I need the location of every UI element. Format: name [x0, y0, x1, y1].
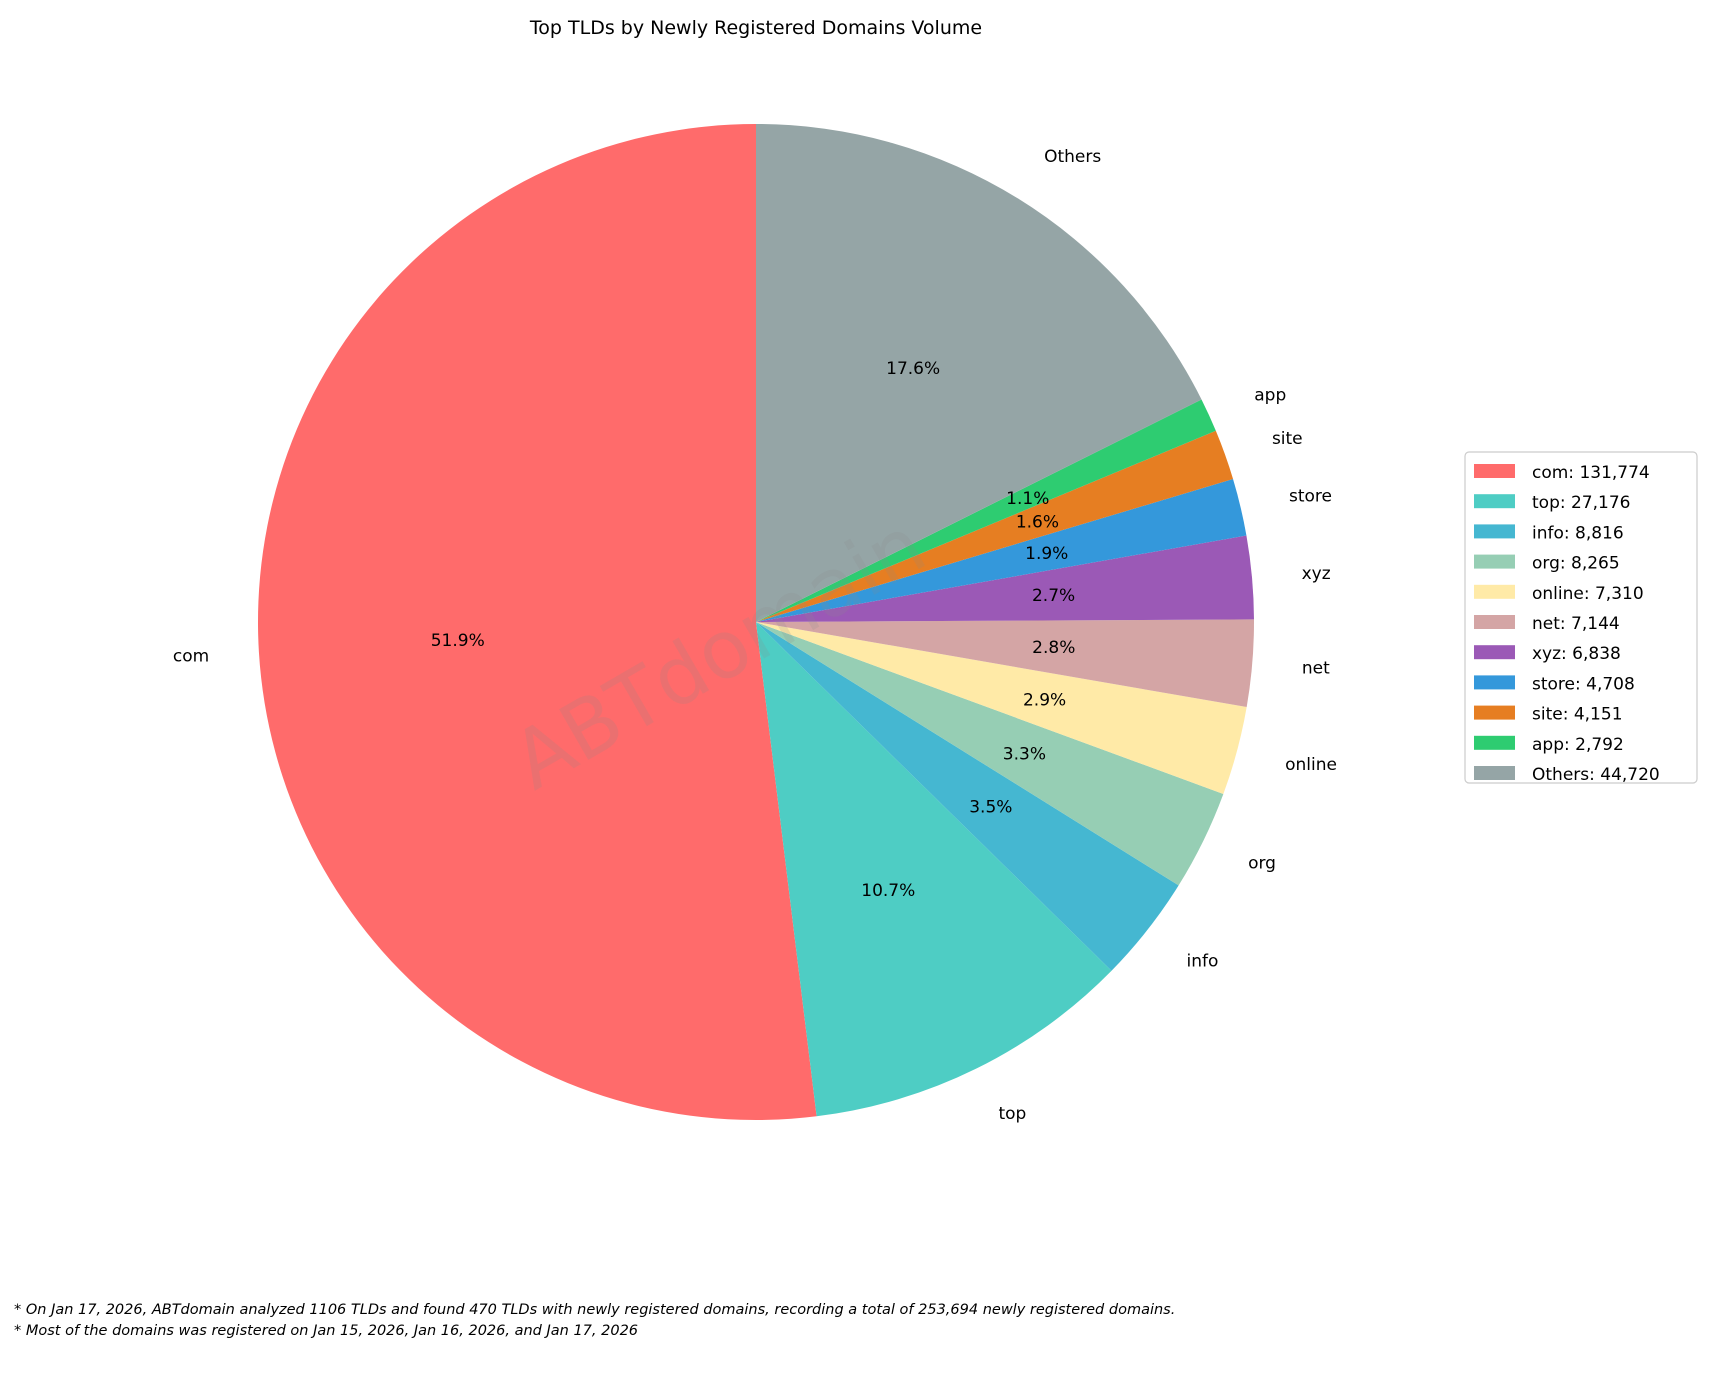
legend-item: xyz: 6,838	[1532, 644, 1621, 664]
legend-swatch	[1474, 645, 1515, 660]
slice-label: com	[173, 646, 209, 666]
slice-label: app	[1254, 385, 1286, 405]
pie-slice-com	[257, 124, 817, 1121]
legend-item: top: 27,176	[1532, 493, 1630, 513]
slice-label: store	[1289, 487, 1332, 507]
slice-percent-label: 10.7%	[861, 881, 915, 901]
legend: com: 131,774 top: 27,176 info: 8,816 org: 8…	[1464, 451, 1698, 785]
legend-item: Others: 44,720	[1532, 765, 1660, 785]
legend-swatch	[1474, 524, 1515, 539]
slice-percent-label: 3.3%	[1003, 744, 1046, 764]
slice-percent-label: 1.6%	[1016, 513, 1059, 533]
slice-label: Others	[1044, 147, 1101, 167]
legend-item: info: 8,816	[1532, 523, 1624, 543]
legend-swatch	[1474, 705, 1515, 720]
slice-percent-label: 51.9%	[431, 631, 485, 651]
legend-swatch	[1474, 464, 1515, 478]
pie-slice-Others	[756, 124, 1202, 622]
pie-slice-store	[756, 478, 1247, 622]
legend-item: store: 4,708	[1532, 674, 1635, 694]
pie-slice-info	[756, 622, 1179, 971]
pie-slice-site	[756, 430, 1234, 622]
pie-slice-online	[756, 622, 1247, 795]
slice-percent-label: 17.6%	[886, 359, 940, 379]
slice-percent-label: 2.7%	[1032, 586, 1075, 606]
footnote-2: * Most of the domains was registered on …	[14, 1323, 639, 1339]
legend-swatch	[1474, 675, 1515, 690]
legend-swatch	[1474, 735, 1515, 750]
pie-slice-top	[756, 622, 1112, 1117]
footnote-1: * On Jan 17, 2026, ABTdomain analyzed 11…	[14, 1302, 1176, 1318]
slice-percent-label: 2.9%	[1023, 690, 1066, 710]
slice-percent-label: 3.5%	[969, 798, 1012, 818]
legend-item: com: 131,774	[1532, 463, 1650, 483]
chart-title: Top TLDs by Newly Registered Domains Vol…	[529, 17, 982, 39]
legend-item: org: 8,265	[1532, 554, 1620, 574]
slice-label: info	[1187, 952, 1219, 972]
pie-slice-xyz	[756, 535, 1254, 622]
slice-percent-label: 1.1%	[1006, 489, 1049, 509]
legend-swatch	[1474, 584, 1515, 599]
legend-item: app: 2,792	[1532, 735, 1624, 755]
slice-label: top	[998, 1104, 1026, 1124]
slice-percent-label: 1.9%	[1025, 544, 1068, 564]
legend-box	[1464, 451, 1698, 784]
legend-item: site: 4,151	[1532, 705, 1623, 725]
legend-swatch	[1474, 766, 1515, 780]
slice-label: online	[1285, 755, 1337, 775]
legend-swatch	[1474, 494, 1515, 509]
pie-slice-org	[756, 622, 1224, 886]
legend-swatch	[1474, 615, 1515, 629]
slice-label: site	[1272, 429, 1303, 449]
legend-swatch	[1474, 554, 1515, 569]
legend-item: online: 7,310	[1532, 584, 1644, 604]
pie-slice-net	[756, 619, 1254, 708]
slice-label: net	[1302, 658, 1330, 678]
slice-label: xyz	[1302, 564, 1331, 584]
slice-percent-label: 2.8%	[1032, 638, 1075, 658]
pie-slice-app	[756, 399, 1216, 622]
legend-item: net: 7,144	[1532, 614, 1620, 634]
slice-label: org	[1248, 854, 1276, 874]
